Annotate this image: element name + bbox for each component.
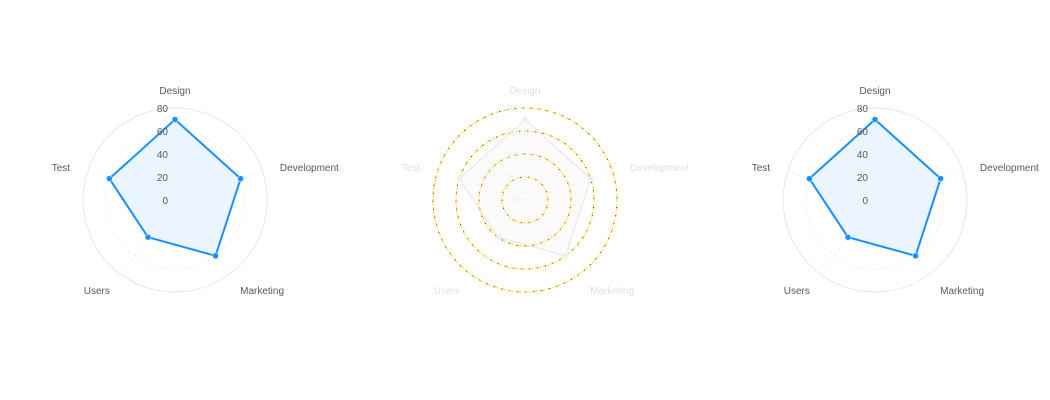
- category-label-test: Test: [752, 163, 771, 174]
- category-label-development: Development: [630, 163, 689, 174]
- tick-label: 20: [857, 173, 869, 184]
- category-label-users: Users: [434, 286, 460, 297]
- radar-chart-right: 0 20 40 60 80 Design Development Marketing Users…: [752, 86, 1039, 297]
- data-point-development: [237, 175, 244, 182]
- tick-label: 60: [507, 127, 519, 138]
- category-label-marketing: Marketing: [590, 286, 634, 297]
- tick-label: 20: [157, 173, 169, 184]
- category-label-test: Test: [402, 163, 421, 174]
- series-area: [808, 118, 942, 257]
- data-point-marketing: [912, 252, 919, 260]
- category-label-design: Design: [509, 86, 540, 97]
- tick-label: 80: [857, 104, 869, 115]
- radar-group-1: 0 20 40 60 80 Design Development Marketing Users…: [402, 86, 689, 297]
- data-point-test: [456, 176, 462, 182]
- data-point-design: [522, 117, 528, 122]
- data-point-users: [844, 233, 852, 241]
- radar-chart-left: 0 20 40 60 80 Design Development Marketing Users…: [52, 86, 339, 297]
- category-label-development: Development: [980, 163, 1039, 174]
- radar-chart-middle: 0 20 40 60 80 Design Development Marketing Users…: [402, 86, 689, 297]
- data-point-users: [495, 234, 501, 240]
- data-point-development: [937, 175, 944, 182]
- tick-label: 0: [862, 196, 868, 207]
- tick-label: 20: [507, 173, 519, 184]
- data-point-design: [871, 116, 879, 123]
- grid-ring-dots: [501, 176, 549, 224]
- tick-label: 80: [507, 104, 519, 115]
- tick-label: 40: [857, 150, 869, 161]
- radar-group-0: 0 20 40 60 80 Design Development Marketing Users…: [52, 86, 339, 297]
- category-label-development: Development: [280, 163, 339, 174]
- category-label-users: Users: [84, 286, 110, 297]
- tick-label: 0: [512, 196, 518, 207]
- category-label-design: Design: [159, 86, 190, 97]
- tick-label: 60: [857, 127, 869, 138]
- data-point-test: [106, 175, 113, 182]
- data-point-test: [806, 175, 813, 182]
- tick-label: 0: [162, 196, 168, 207]
- data-point-development: [588, 176, 594, 182]
- category-label-users: Users: [784, 286, 810, 297]
- grid-ring: [478, 153, 572, 247]
- category-label-marketing: Marketing: [940, 286, 984, 297]
- tick-label: 40: [507, 150, 519, 161]
- category-label-test: Test: [52, 163, 71, 174]
- series-area: [458, 118, 592, 257]
- tick-label: 40: [157, 150, 169, 161]
- data-point-marketing: [212, 252, 219, 260]
- category-label-marketing: Marketing: [240, 286, 284, 297]
- series-area: [108, 118, 242, 257]
- radar-group-2: 0 20 40 60 80 Design Development Marketing Users…: [752, 86, 1039, 297]
- data-point-design: [171, 116, 179, 123]
- data-point-marketing: [563, 253, 569, 259]
- tick-label: 60: [157, 127, 169, 138]
- tick-label: 80: [157, 104, 169, 115]
- data-point-users: [144, 233, 152, 241]
- category-label-design: Design: [859, 86, 890, 97]
